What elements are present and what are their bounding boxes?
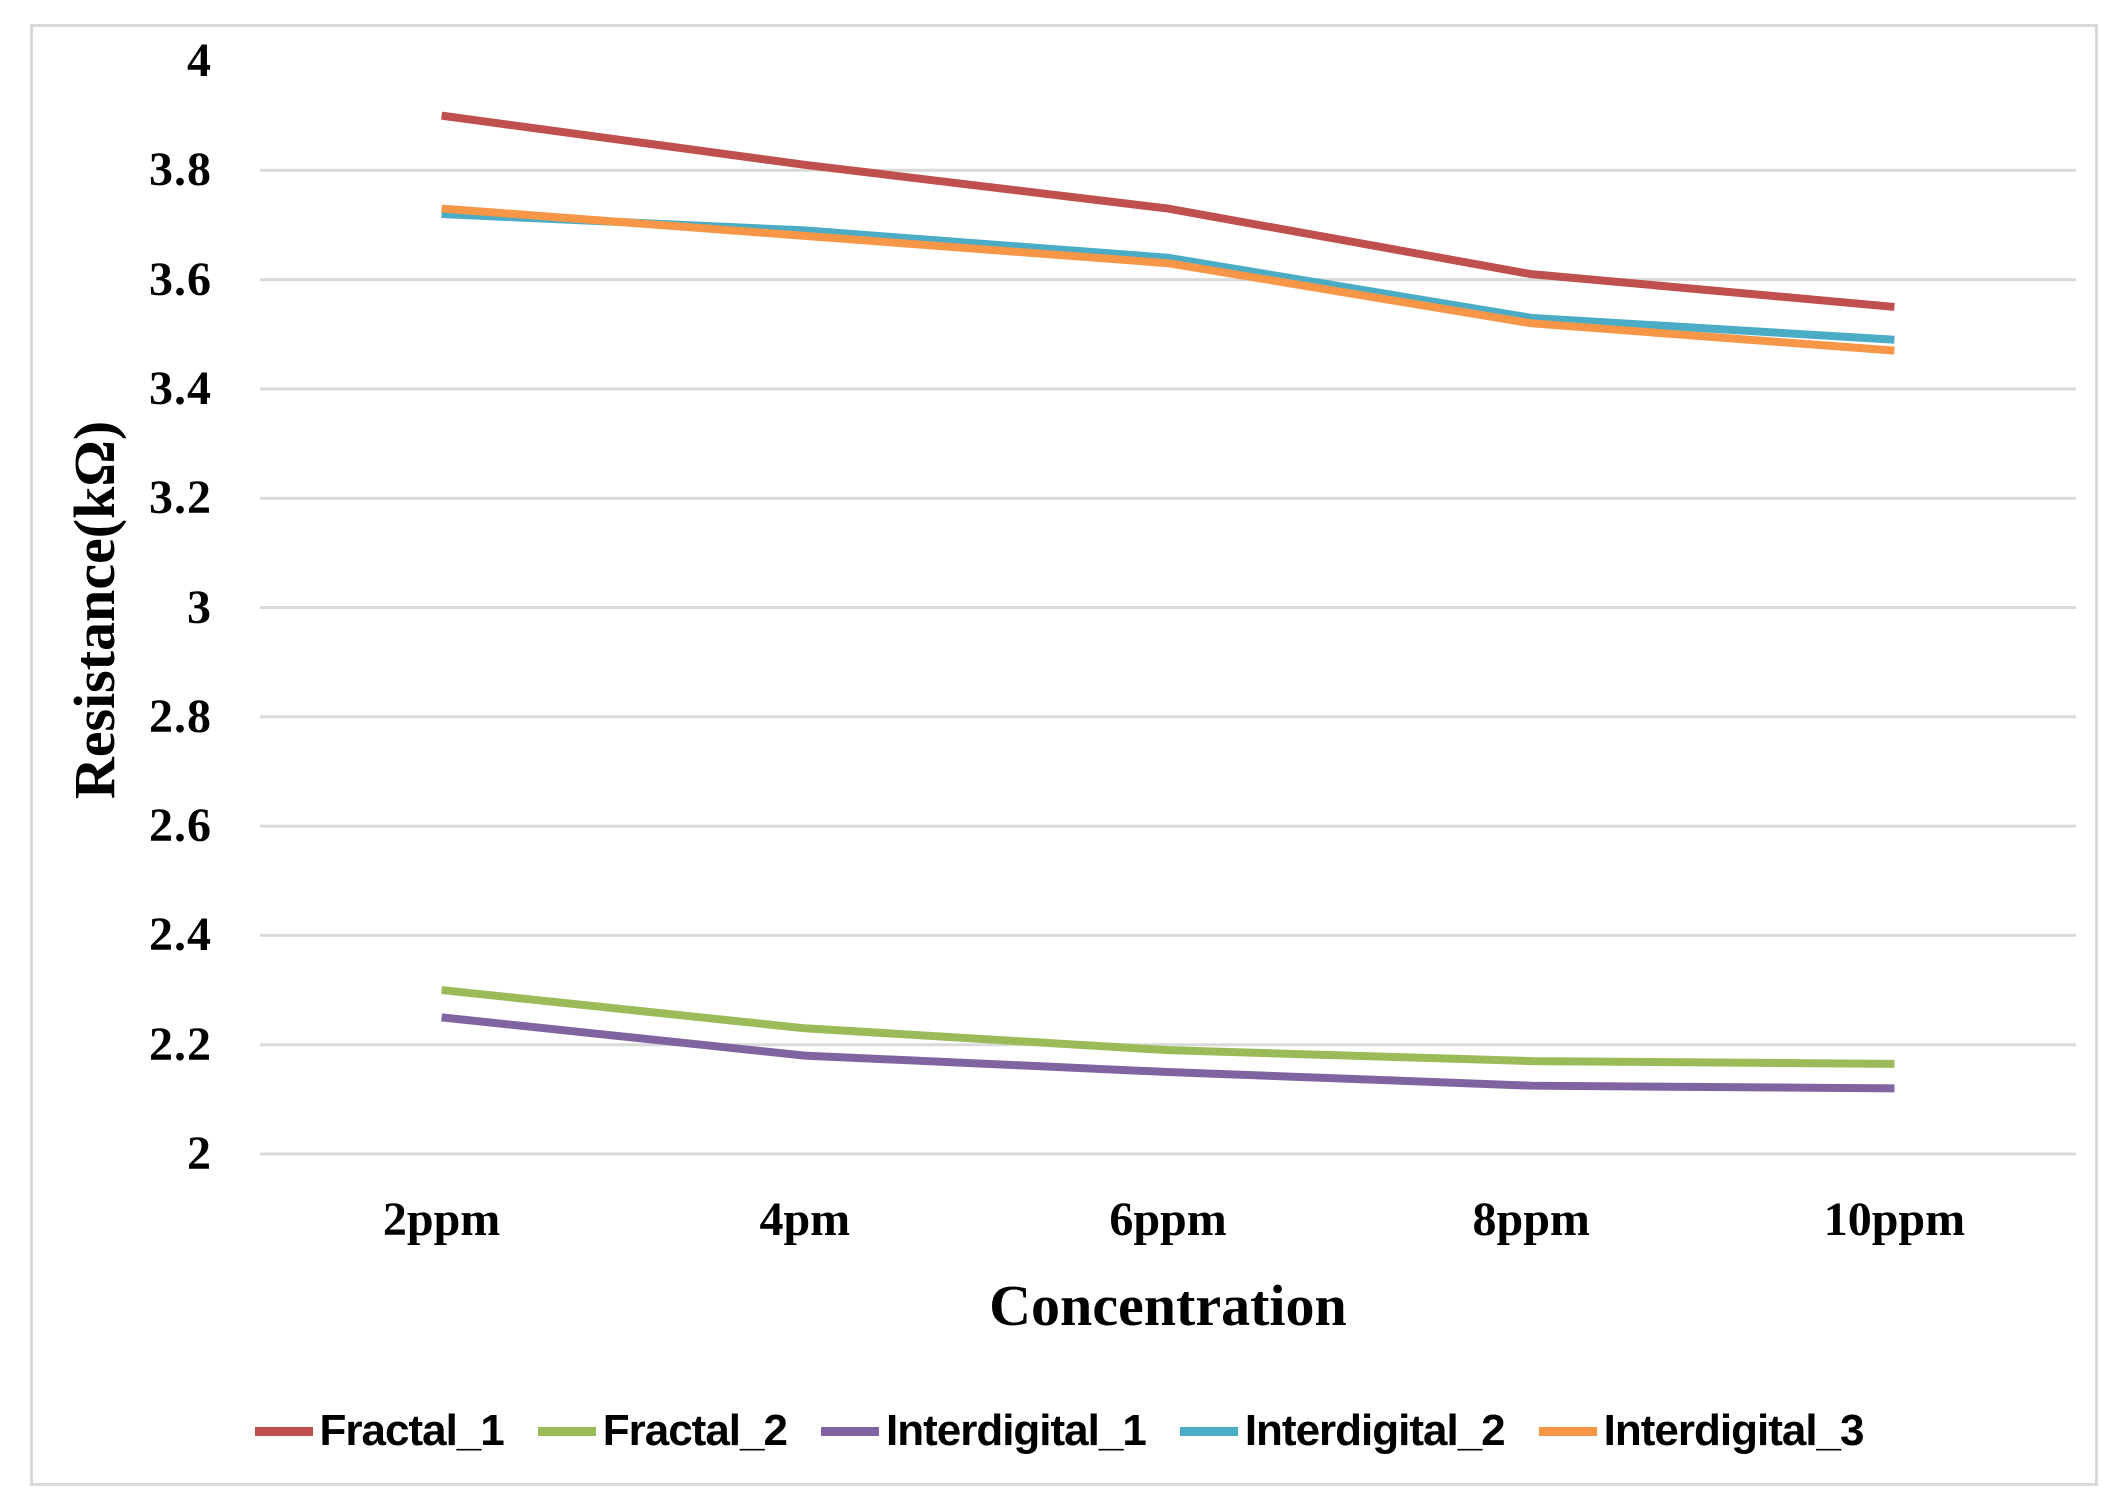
x-tick-label: 2ppm xyxy=(382,1193,501,1246)
legend-label: Fractal_1 xyxy=(319,1406,505,1455)
legend-line-swatch xyxy=(1538,1426,1597,1436)
x-tick-label: 4pm xyxy=(759,1193,851,1246)
x-tick-label: 8ppm xyxy=(1472,1193,1590,1246)
series-line-interdigital_3 xyxy=(441,204,1895,355)
legend-line-swatch xyxy=(820,1426,879,1436)
legend-item-fractal_2: Fractal_2 xyxy=(537,1406,788,1456)
legend-line-swatch xyxy=(1179,1426,1238,1436)
y-tick-label: 4 xyxy=(187,34,212,87)
series-line-fractal_2 xyxy=(441,986,1895,1068)
legend-label: Interdigital_3 xyxy=(1603,1406,1865,1455)
series-line-fractal_1 xyxy=(441,111,1895,311)
y-tick-label: 3 xyxy=(187,580,212,634)
legend-label: Fractal_2 xyxy=(602,1406,788,1455)
x-tick-label: 6ppm xyxy=(1109,1193,1227,1246)
y-tick-label: 3.8 xyxy=(149,143,212,197)
legend-item-interdigital_2: Interdigital_2 xyxy=(1179,1406,1506,1456)
legend-item-interdigital_1: Interdigital_1 xyxy=(820,1406,1147,1456)
y-tick-label: 2.6 xyxy=(149,799,212,853)
legend: Fractal_1 Fractal_2 Interdigital_1 Interdig… xyxy=(0,1396,2118,1466)
y-tick-label: 3.4 xyxy=(149,361,212,415)
series-lines xyxy=(441,111,1895,1093)
y-tick-label: 2.8 xyxy=(149,689,212,743)
legend-label: Interdigital_2 xyxy=(1244,1406,1506,1455)
y-tick-label: 3.6 xyxy=(149,252,212,306)
y-tick-label: 3.2 xyxy=(149,471,212,525)
legend-label: Interdigital_1 xyxy=(885,1406,1147,1455)
x-tick-label: 10ppm xyxy=(1823,1193,1966,1246)
series-line-interdigital_2 xyxy=(441,210,1895,344)
legend-line-swatch xyxy=(254,1426,313,1436)
legend-line-swatch xyxy=(537,1426,596,1436)
legend-item-fractal_1: Fractal_1 xyxy=(254,1406,505,1456)
x-axis-title: Concentration xyxy=(989,1273,1347,1338)
y-tick-label: 2.2 xyxy=(149,1017,212,1071)
y-tick-label: 2.4 xyxy=(149,908,212,962)
series-line-interdigital_1 xyxy=(441,1013,1895,1093)
legend-item-interdigital_3: Interdigital_3 xyxy=(1538,1406,1865,1456)
chart-border-frame xyxy=(30,24,2098,1486)
gridlines xyxy=(260,168,2076,1156)
y-axis-title: Resistance(kΩ) xyxy=(62,420,127,800)
y-tick-label: 2 xyxy=(187,1127,212,1180)
